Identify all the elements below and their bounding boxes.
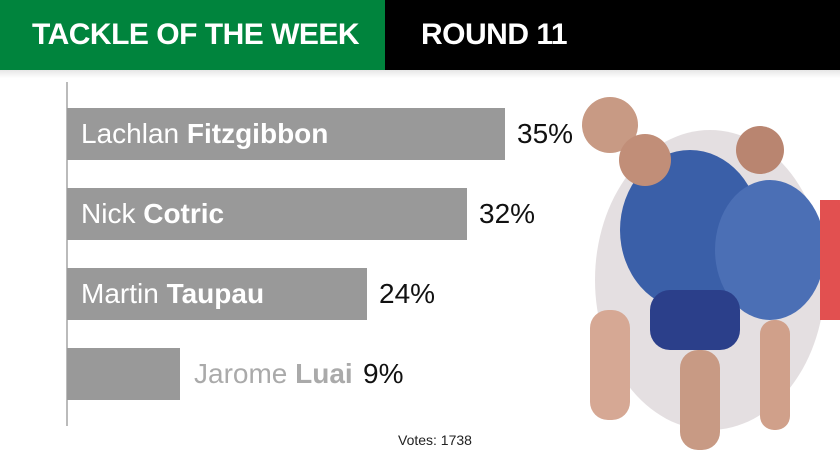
value-label: 32%: [479, 198, 536, 229]
bar-label: Jarome Luai: [194, 348, 353, 400]
header-shadow: [0, 70, 840, 78]
first-name: Lachlan: [81, 118, 180, 149]
first-name: Nick: [81, 198, 136, 229]
first-name: Jarome: [194, 358, 288, 389]
value-label: 24%: [379, 278, 436, 309]
bar-label: Lachlan Fitzgibbon: [81, 108, 328, 160]
title: TACKLE OF THE WEEK: [32, 18, 360, 51]
votes-count: Votes: 1738: [398, 432, 472, 448]
bar-taupau: [67, 268, 367, 320]
bar-cotric: [67, 188, 467, 240]
title-banner: TACKLE OF THE WEEK: [0, 0, 385, 70]
bar-fitzgibbon: [67, 108, 505, 160]
bar-luai: [67, 348, 180, 400]
first-name: Martin: [81, 278, 159, 309]
round-label: ROUND 11: [421, 18, 568, 51]
last-name: Fitzgibbon: [186, 118, 329, 149]
value-label: 35%: [517, 118, 574, 149]
players-photo: [582, 97, 840, 450]
last-name: Cotric: [143, 198, 225, 229]
bar-label: Martin Taupau: [81, 268, 264, 320]
round-banner: ROUND 11: [385, 0, 840, 70]
y-axis-line: [66, 82, 68, 426]
last-name: Taupau: [166, 278, 265, 309]
value-label: 9%: [363, 358, 404, 389]
last-name: Luai: [295, 358, 353, 389]
bar-label: Nick Cotric: [81, 188, 224, 240]
